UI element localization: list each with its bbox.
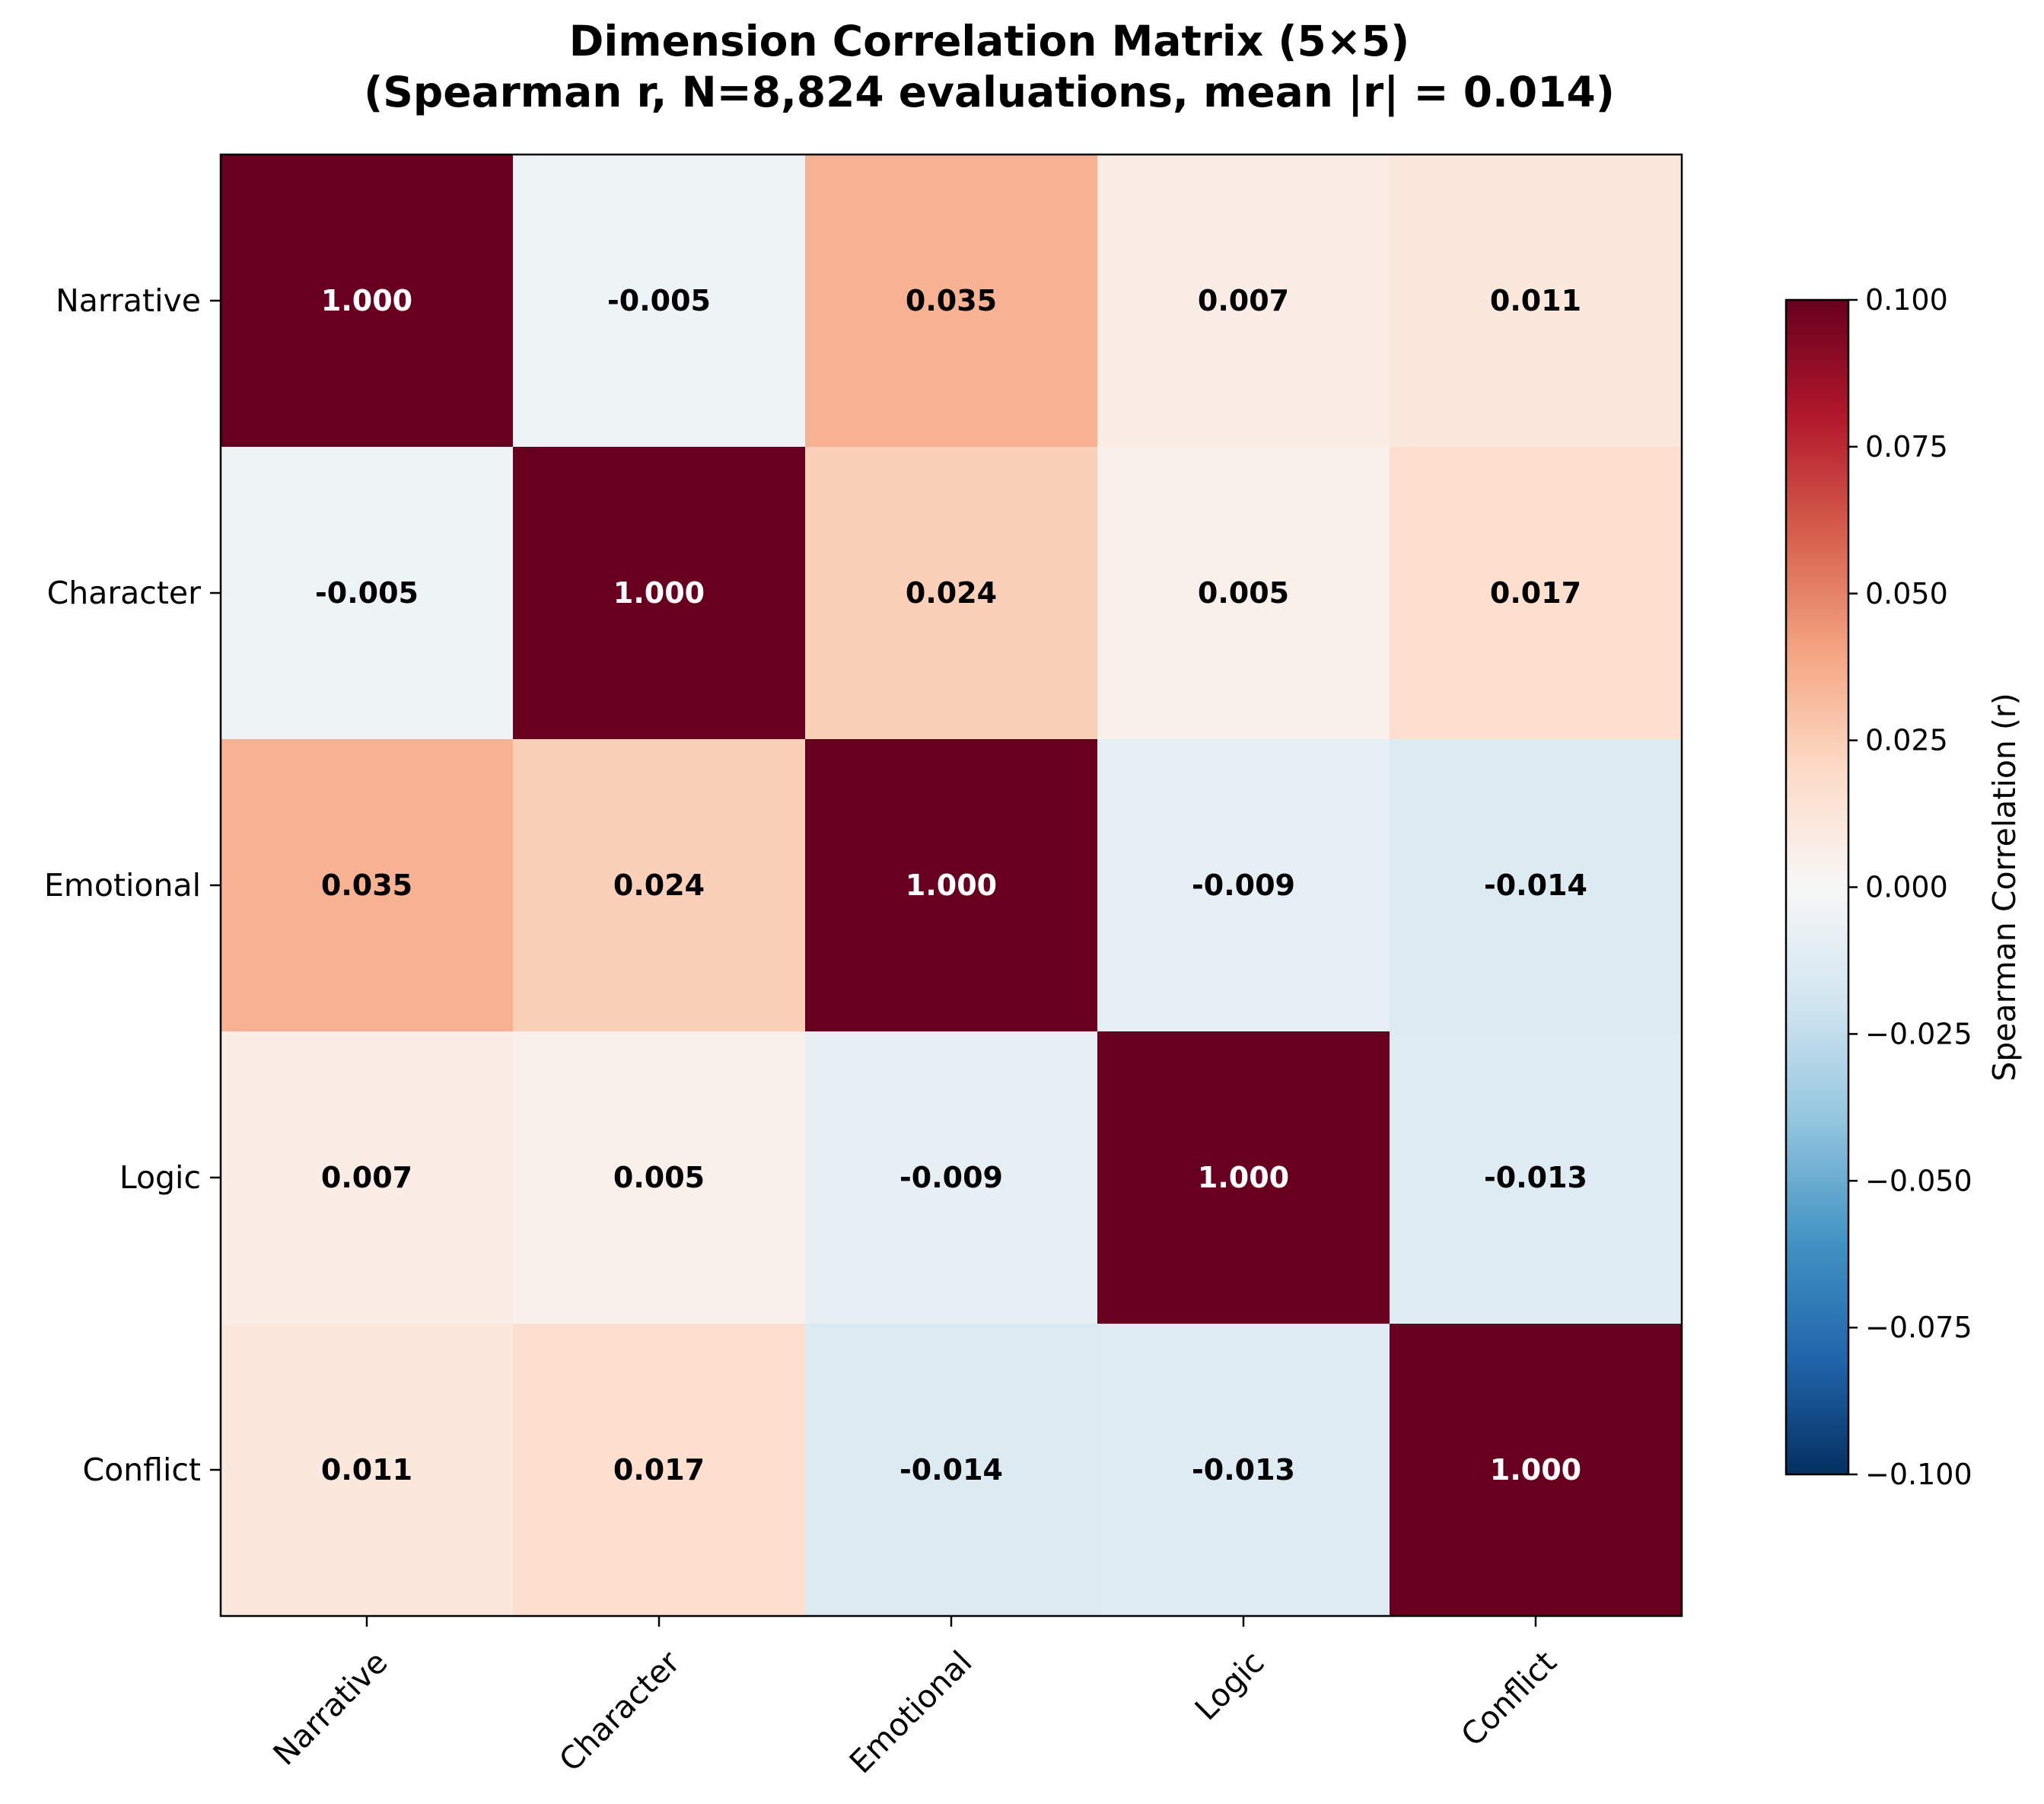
heatmap-cells [221, 155, 1683, 1617]
cell-value-label: 0.024 [613, 869, 705, 902]
x-tick-label: Narrative [266, 1644, 395, 1773]
heatmap-cell [805, 1031, 1098, 1324]
cell-value-label: -0.009 [1192, 869, 1295, 902]
y-tick-label: Character [47, 575, 202, 611]
heatmap-cell [221, 1324, 514, 1617]
cell-value-label: 1.000 [1198, 1161, 1289, 1194]
colorbar-tick-label: 0.000 [1865, 871, 1948, 904]
cell-value-label: 0.017 [613, 1453, 705, 1487]
heatmap-cell [513, 739, 806, 1032]
heatmap-cell [1097, 447, 1390, 740]
cell-value-label: 0.005 [1198, 576, 1289, 610]
heatmap-cell [1390, 739, 1683, 1032]
cell-value-label: -0.013 [1484, 1161, 1587, 1194]
cell-value-label: 0.024 [906, 576, 997, 610]
colorbar-gradient [1785, 298, 1850, 1476]
x-tick-label: Emotional [842, 1644, 979, 1781]
cell-value-label: -0.005 [315, 576, 419, 610]
heatmap-cell [221, 155, 514, 448]
heatmap-cell [1390, 1031, 1683, 1324]
chart-subtitle: (Spearman r, N=8,824 evaluations, mean |… [364, 68, 1615, 117]
cell-value-label: 1.000 [321, 284, 412, 317]
heatmap-cell [513, 1031, 806, 1324]
colorbar-tick-label: 0.100 [1865, 283, 1948, 317]
heatmap-cell [513, 155, 806, 448]
heatmap-cell [221, 739, 514, 1032]
y-tick-label: Logic [119, 1159, 201, 1196]
cell-value-label: 1.000 [613, 576, 705, 610]
heatmap-cell-labels: 1.000 -0.005 0.035 0.007 0.011 -0.005 1.000 0.0… [315, 284, 1587, 1487]
cell-value-label: 0.017 [1490, 576, 1581, 610]
colorbar-tick-label: 0.075 [1865, 430, 1948, 464]
cell-value-label: -0.005 [607, 284, 711, 317]
chart-title: Dimension Correlation Matrix (5×5) [569, 17, 1410, 65]
cell-value-label: 0.035 [906, 284, 997, 317]
heatmap-cell [1390, 447, 1683, 740]
heatmap-cell [805, 739, 1098, 1032]
cell-value-label: -0.009 [899, 1161, 1003, 1194]
colorbar-tick-label: −0.050 [1865, 1164, 1972, 1197]
heatmap-cell [1390, 155, 1683, 448]
cell-value-label: 1.000 [906, 869, 997, 902]
heatmap-cell [805, 1324, 1098, 1617]
x-tick-label: Character [552, 1644, 686, 1779]
y-tick-label: Narrative [56, 282, 201, 319]
heatmap-cell [805, 447, 1098, 740]
heatmap-cell [1390, 1324, 1683, 1617]
heatmap-cell [1097, 1324, 1390, 1617]
cell-value-label: 0.005 [613, 1161, 705, 1194]
x-axis: Narrative Character Emotional Logic Conflict [266, 1616, 1564, 1780]
heatmap-cell [1097, 155, 1390, 448]
x-tick-label: Logic [1188, 1644, 1272, 1728]
colorbar-tick-label: −0.025 [1865, 1017, 1972, 1050]
heatmap-cell [1097, 739, 1390, 1032]
cell-value-label: -0.014 [1484, 869, 1587, 902]
cell-value-label: -0.013 [1192, 1453, 1295, 1487]
heatmap-cell [513, 447, 806, 740]
cell-value-label: 0.011 [321, 1453, 412, 1487]
heatmap-cell [221, 1031, 514, 1324]
cell-value-label: -0.014 [899, 1453, 1003, 1487]
heatmap-cell [1097, 1031, 1390, 1324]
cell-value-label: 0.035 [321, 869, 412, 902]
colorbar-tick-label: −0.100 [1865, 1458, 1972, 1491]
colorbar-label: Spearman Correlation (r) [1986, 693, 2023, 1082]
heatmap-cell [513, 1324, 806, 1617]
y-tick-label: Conflict [82, 1452, 201, 1488]
colorbar-tick-label: 0.050 [1865, 577, 1948, 610]
cell-value-label: 0.007 [1198, 284, 1289, 317]
heatmap-cell [805, 155, 1098, 448]
cell-value-label: 0.011 [1490, 284, 1581, 317]
colorbar-tick-label: 0.025 [1865, 724, 1948, 757]
heatmap-cell [221, 447, 514, 740]
cell-value-label: 1.000 [1490, 1453, 1581, 1487]
y-tick-label: Emotional [44, 867, 201, 904]
colorbar: 0.100 0.075 0.050 0.025 0.000 −0.025 −0.050 −0.… [1785, 283, 1972, 1491]
y-axis: Narrative Character Emotional Logic Conflict [44, 282, 221, 1488]
x-tick-label: Conflict [1454, 1644, 1564, 1754]
cell-value-label: 0.007 [321, 1161, 412, 1194]
colorbar-tick-label: −0.075 [1865, 1311, 1972, 1344]
